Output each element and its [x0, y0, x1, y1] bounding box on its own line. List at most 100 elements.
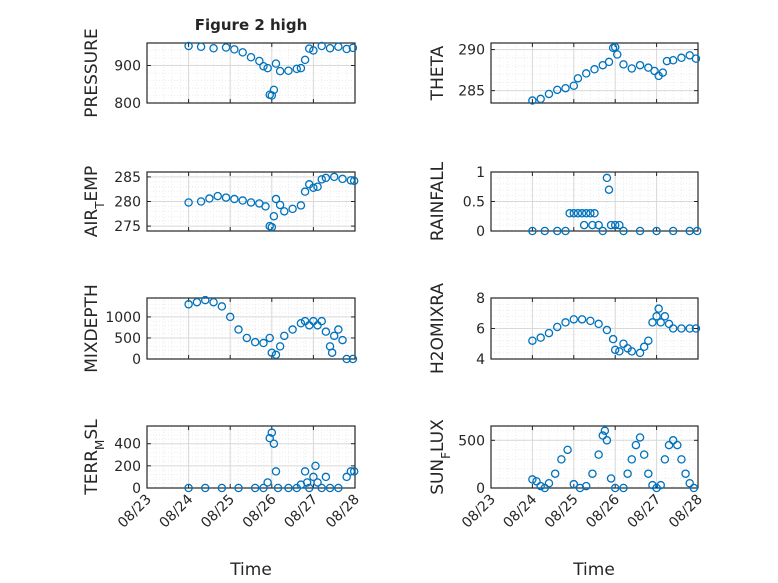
data-point	[677, 53, 686, 63]
data-point	[317, 316, 326, 326]
data-point	[325, 483, 335, 493]
data-point	[313, 478, 322, 487]
data-point	[569, 315, 579, 324]
data-point	[349, 467, 359, 476]
data-point	[639, 342, 649, 352]
figure-title: Figure 2 high	[195, 16, 308, 34]
y-tick-label: 400	[114, 437, 141, 453]
data-point	[213, 191, 222, 201]
data-point	[313, 182, 322, 191]
data-point	[342, 44, 351, 54]
data-point	[271, 350, 281, 360]
data-point	[639, 450, 649, 459]
data-point	[342, 354, 351, 364]
data-point	[346, 467, 356, 476]
data-point	[321, 472, 331, 482]
data-point	[263, 478, 272, 487]
data-point	[668, 56, 678, 65]
y-tick-label: 285	[114, 170, 141, 186]
data-point	[569, 209, 579, 218]
data-point	[660, 312, 670, 321]
data-point	[327, 348, 337, 357]
data-point	[317, 175, 326, 184]
y-axis-label: THETA	[428, 45, 448, 101]
data-point	[689, 483, 699, 493]
data-point	[602, 436, 612, 445]
data-point	[302, 478, 312, 487]
data-point	[552, 322, 562, 332]
data-point	[309, 472, 318, 482]
data-point	[528, 96, 537, 105]
data-point	[536, 333, 545, 342]
data-point	[650, 66, 659, 76]
data-point	[536, 481, 545, 491]
data-point	[271, 59, 281, 68]
data-point	[577, 209, 587, 218]
data-point	[205, 194, 214, 203]
data-point	[317, 41, 326, 51]
data-point	[238, 48, 247, 57]
data-point	[246, 198, 256, 207]
data-point	[304, 44, 314, 53]
data-point	[296, 63, 306, 73]
data-point	[261, 202, 270, 211]
data-point	[225, 312, 235, 322]
data-point	[598, 431, 608, 440]
data-point	[608, 334, 618, 344]
data-point	[604, 57, 614, 67]
data-point	[280, 331, 289, 341]
data-point	[250, 337, 260, 347]
data-point	[673, 440, 682, 450]
data-point	[296, 318, 306, 328]
data-point	[217, 302, 227, 311]
data-point	[275, 66, 285, 76]
data-point	[563, 445, 572, 455]
data-point	[610, 42, 620, 52]
y-tick-label: 275	[114, 219, 141, 235]
data-point	[292, 64, 302, 74]
data-point	[662, 56, 672, 66]
y-tick-label: 900	[114, 59, 141, 75]
data-point	[656, 480, 665, 490]
axes-box	[490, 425, 699, 489]
y-tick-label: 0	[476, 224, 485, 240]
data-point	[569, 479, 579, 489]
data-point	[265, 333, 274, 343]
data-point	[627, 455, 637, 464]
data-point	[565, 209, 574, 218]
data-point	[654, 304, 663, 313]
data-point	[577, 315, 587, 324]
data-point	[557, 455, 566, 464]
data-point	[594, 319, 603, 329]
data-point	[209, 297, 218, 307]
data-point	[615, 347, 624, 356]
data-point	[606, 220, 616, 230]
data-point	[267, 222, 277, 232]
data-point	[635, 348, 645, 358]
data-point	[668, 324, 678, 333]
data-point	[586, 316, 595, 326]
data-point	[334, 325, 343, 334]
data-point	[334, 483, 343, 493]
data-point	[561, 318, 570, 327]
data-point	[544, 328, 554, 338]
data-point	[209, 44, 218, 53]
data-point	[691, 54, 701, 63]
data-point	[648, 318, 657, 327]
y-axis-label: AIRTEMP	[82, 166, 107, 237]
plot-area	[491, 426, 698, 488]
data-point	[221, 193, 231, 202]
data-point	[200, 295, 210, 305]
data-point	[269, 439, 279, 448]
data-point	[269, 85, 279, 95]
y-tick-label: 0	[132, 352, 141, 368]
data-point	[681, 469, 690, 478]
data-point	[677, 455, 686, 464]
data-point	[685, 478, 694, 488]
data-point	[221, 43, 231, 52]
data-point	[579, 220, 589, 230]
subplot-pressure: 800 900 PRESSURE	[82, 28, 358, 118]
data-point	[619, 226, 628, 236]
